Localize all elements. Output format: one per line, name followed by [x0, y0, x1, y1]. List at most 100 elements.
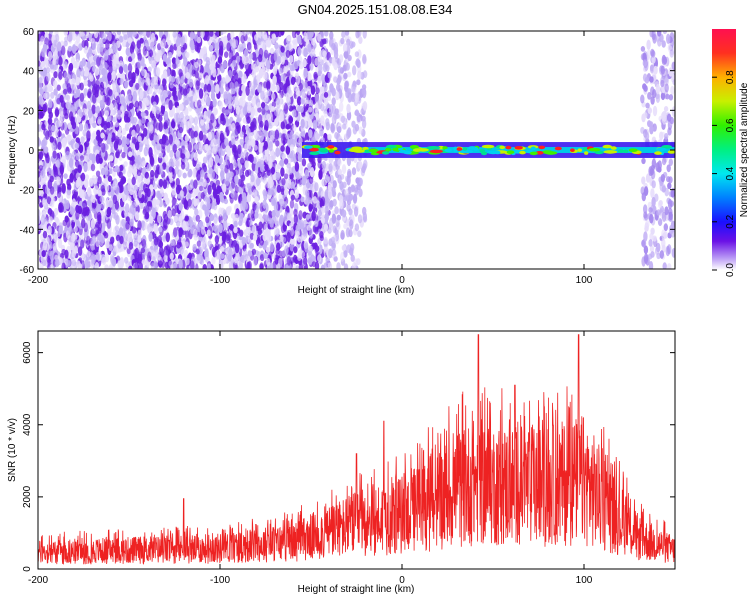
noise-blob: [262, 199, 267, 209]
noise-blob: [83, 79, 88, 87]
noise-blob: [168, 51, 173, 59]
noise-blob: [179, 103, 184, 111]
noise-blob: [170, 75, 176, 83]
noise-blob: [225, 76, 231, 83]
noise-blob: [245, 55, 250, 64]
noise-blob: [106, 218, 112, 229]
noise-blob: [125, 138, 130, 145]
noise-blob: [241, 91, 246, 101]
noise-blob: [58, 202, 63, 213]
noise-blob: [223, 198, 229, 205]
noise-blob: [42, 103, 47, 113]
noise-blob: [88, 177, 94, 187]
noise-blob: [184, 241, 189, 247]
noise-blob: [158, 240, 164, 248]
noise-blob: [277, 74, 282, 85]
noise-blob: [172, 31, 177, 38]
noise-blob: [94, 67, 100, 77]
noise-blob: [252, 124, 257, 131]
noise-blob: [289, 199, 295, 209]
noise-blob: [238, 220, 243, 227]
noise-blob: [77, 246, 83, 256]
noise-blob: [288, 43, 294, 52]
noise-blob: [134, 211, 140, 221]
noise-blob: [133, 240, 138, 247]
noise-blob: [252, 233, 258, 241]
noise-blob: [193, 179, 198, 189]
noise-blob: [304, 132, 310, 143]
noise-blob: [219, 132, 225, 143]
noise-blob: [153, 76, 158, 85]
noise-blob: [47, 51, 53, 61]
noise-blob: [173, 227, 178, 238]
noise-blob: [254, 196, 259, 204]
noise-blob: [53, 166, 59, 176]
noise-blob: [320, 205, 326, 214]
noise-blob: [42, 259, 47, 267]
noise-blob: [90, 218, 96, 230]
noise-blob: [253, 106, 259, 117]
noise-blob: [109, 254, 115, 264]
noise-blob: [165, 197, 170, 205]
noise-blob: [73, 101, 78, 112]
noise-blob: [158, 226, 163, 233]
noise-blob: [178, 259, 183, 269]
noise-blob: [94, 106, 100, 114]
noise-blob: [265, 60, 271, 70]
noise-blob: [199, 52, 204, 60]
noise-blob: [158, 121, 163, 132]
noise-blob: [229, 82, 234, 90]
noise-blob: [123, 239, 128, 248]
noise-blob: [187, 141, 192, 152]
noise-blob: [95, 170, 101, 177]
noise-blob: [207, 131, 212, 141]
noise-blob: [173, 215, 179, 222]
noise-blob: [176, 220, 181, 227]
noise-blob: [222, 31, 227, 34]
noise-blob: [231, 138, 236, 146]
noise-blob: [117, 143, 123, 150]
noise-blob: [121, 176, 127, 184]
noise-blob: [47, 179, 53, 190]
noise-blob: [49, 250, 54, 261]
noise-blob: [210, 113, 215, 124]
noise-blob: [79, 92, 85, 103]
noise-blob: [204, 75, 210, 85]
noise-blob: [307, 162, 312, 169]
noise-blob: [131, 71, 136, 81]
noise-blob: [96, 129, 101, 137]
noise-blob: [111, 211, 117, 219]
noise-blob: [202, 134, 207, 144]
noise-blob: [100, 201, 106, 210]
noise-blob: [116, 131, 122, 138]
noise-blob: [146, 31, 151, 38]
noise-blob: [159, 245, 164, 257]
noise-blob: [228, 103, 233, 110]
noise-blob: [296, 145, 301, 156]
noise-blob: [283, 173, 289, 180]
noise-blob: [228, 49, 234, 60]
noise-blob: [104, 110, 110, 117]
noise-blob: [214, 154, 220, 164]
noise-blob: [38, 139, 42, 146]
noise-blob: [112, 54, 117, 64]
noise-blob: [138, 142, 143, 153]
noise-blob: [128, 164, 133, 173]
noise-blob: [279, 110, 284, 122]
noise-blob: [124, 203, 130, 213]
noise-blob: [239, 138, 244, 145]
noise-blob: [130, 52, 136, 60]
noise-blob: [265, 97, 270, 105]
noise-blob: [317, 56, 323, 62]
noise-blob: [249, 154, 254, 163]
noise-blob: [300, 251, 306, 258]
noise-blob: [206, 110, 211, 117]
noise-blob: [138, 188, 143, 199]
noise-blob: [160, 91, 165, 102]
noise-blob: [62, 137, 67, 147]
noise-blob: [175, 177, 180, 187]
noise-blob: [279, 234, 284, 242]
noise-blob: [134, 100, 140, 110]
noise-blob: [317, 209, 323, 217]
